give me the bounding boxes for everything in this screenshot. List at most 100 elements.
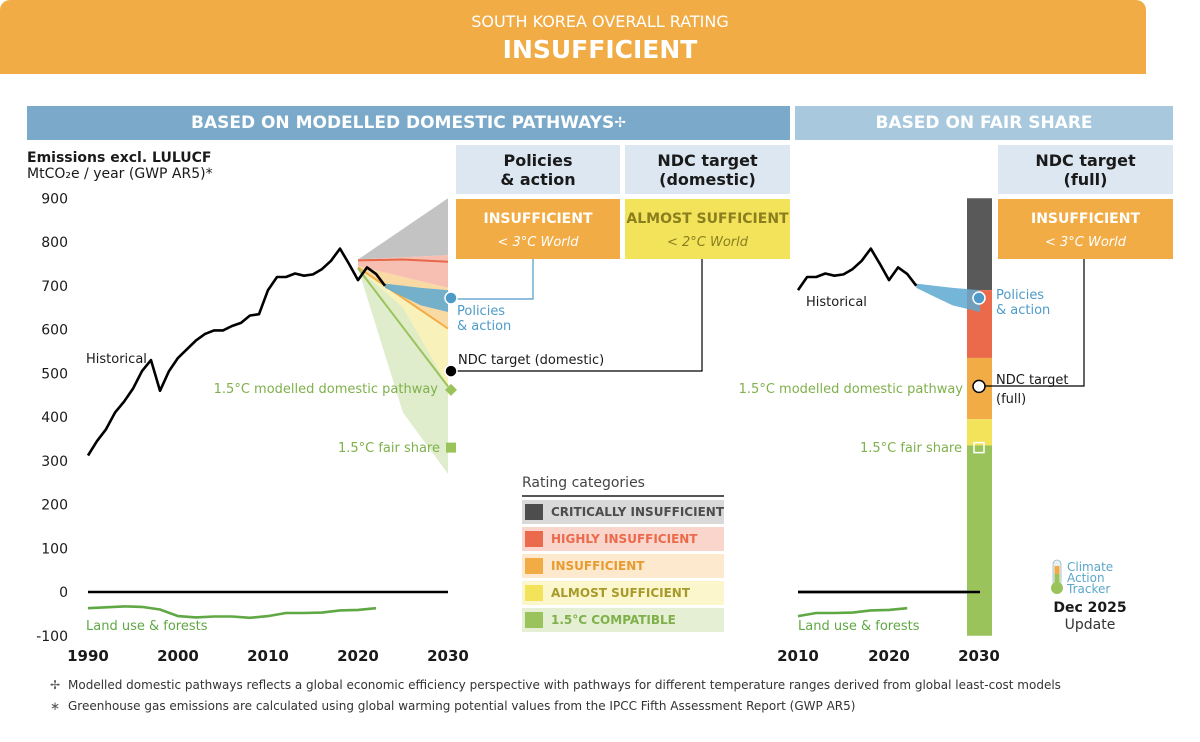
legend-title: Rating categories: [522, 475, 724, 497]
footnote-1-text: Modelled domestic pathways reflects a gl…: [68, 678, 1061, 692]
marker-pathway-15: [445, 383, 457, 396]
y-tick-label: 400: [41, 410, 68, 426]
logo-line3: Tracker: [1067, 582, 1111, 596]
historical-line-left: [86, 247, 387, 457]
y-tick-label: 500: [41, 366, 68, 382]
world-policies: < 3°C World: [497, 235, 579, 250]
rating-box-policies: INSUFFICIENT < 3°C World: [456, 199, 620, 259]
legend-item: HIGHLY INSUFFICIENT: [522, 527, 724, 551]
label-fair-share-left: 1.5°C fair share: [337, 441, 440, 456]
y-tick-label: -100: [36, 629, 68, 645]
boundary-line: [357, 258, 449, 263]
rating-ndc-full: INSUFFICIENT: [1030, 211, 1141, 227]
y-axis-title: Emissions excl. LULUCF: [27, 150, 212, 166]
world-ndc-domestic: < 2°C World: [666, 235, 749, 250]
rating-box-ndc-full: INSUFFICIENT < 3°C World: [998, 199, 1173, 259]
y-tick-label: 100: [41, 541, 68, 557]
leader-policies: [456, 259, 534, 300]
label-ndc-full-2: (full): [996, 392, 1027, 407]
y-tick-label: 600: [41, 323, 68, 339]
rating-ndc-domestic: ALMOST SUFFICIENT: [626, 211, 789, 227]
label-policies-right-2: & action: [996, 303, 1051, 318]
y-axis-title-block: Emissions excl. LULUCF MtCO₂e / year (GW…: [27, 150, 213, 182]
label-policies-left-1: Policies: [457, 304, 506, 319]
legend-swatch: [525, 531, 543, 547]
logo-line1: Climate: [1067, 560, 1114, 574]
banner-rating: INSUFFICIENT: [502, 35, 698, 64]
column-policies: Policies & action: [456, 145, 620, 194]
section-fair-share: BASED ON FAIR SHARE: [795, 106, 1173, 140]
x-tick-label-right: 2010: [777, 647, 819, 665]
legend-item: 1.5°C COMPATIBLE: [522, 608, 724, 632]
boundary-line: [357, 266, 449, 330]
label-ndc-full-1: NDC target: [996, 373, 1069, 388]
legend-swatch: [525, 612, 543, 628]
legend-swatch: [525, 504, 543, 520]
label-historical-left: Historical: [86, 352, 147, 367]
label-policies-right: Policies & action: [996, 288, 1050, 318]
land-use-line-right: [797, 606, 908, 618]
overall-rating-banner: SOUTH KOREA OVERALL RATING INSUFFICIENT: [0, 0, 1146, 74]
marker-ndc-full: [972, 379, 986, 394]
label-policies-left-2: & action: [457, 319, 512, 334]
logo-date: Dec 2025: [1053, 600, 1127, 616]
label-land-use-right: Land use & forests: [798, 619, 920, 634]
logo-line2: Action: [1067, 571, 1105, 585]
label-fair-share-right: 1.5°C fair share: [859, 441, 962, 456]
label-policies-left: Policies & action: [457, 304, 511, 334]
label-ndc-domestic: NDC target (domestic): [458, 353, 605, 368]
marker-policies-action: [444, 291, 458, 305]
legend-label: 1.5°C COMPATIBLE: [551, 613, 676, 627]
column-ndc-full-line2: (full): [1063, 169, 1108, 189]
y-tick-label: 900: [41, 191, 68, 207]
rating-legend: Rating categories CRITICALLY INSUFFICIEN…: [522, 475, 724, 632]
y-tick-label: 700: [41, 279, 68, 295]
legend-swatch: [525, 585, 543, 601]
column-policies-line2: & action: [500, 169, 576, 189]
footnote-2-text: Greenhouse gas emissions are calculated …: [68, 699, 856, 713]
section-modelled-domestic: BASED ON MODELLED DOMESTIC PATHWAYS✢: [27, 106, 790, 140]
legend-swatch: [525, 558, 543, 574]
legend-label: ALMOST SUFFICIENT: [551, 586, 691, 600]
section-modelled-mark: ✢: [614, 115, 627, 131]
fair-share-bar-15-compatible: [967, 445, 992, 636]
footnote-2-symbol: ∗: [50, 699, 61, 713]
historical-line-right: [796, 247, 918, 291]
x-tick-label-right: 2020: [868, 647, 910, 665]
policies-range: [385, 283, 448, 312]
column-ndc-domestic: NDC target (domestic): [625, 145, 790, 194]
column-policies-line1: Policies: [503, 150, 573, 170]
x-tick-label-left: 2010: [247, 647, 289, 665]
fair-share-bar-critically-insufficient: [967, 198, 992, 291]
legend-item: CRITICALLY INSUFFICIENT: [522, 500, 724, 524]
land-use-line-left: [87, 605, 377, 620]
legend-item: ALMOST SUFFICIENT: [522, 581, 724, 605]
thermometer-icon: [1051, 559, 1063, 594]
policies-range: [916, 283, 980, 312]
logo-update: Update: [1064, 617, 1116, 633]
label-policies-right-1: Policies: [996, 288, 1045, 303]
footnote-1: ✢ Modelled domestic pathways reflects a g…: [50, 675, 1061, 696]
label-historical-right: Historical: [806, 295, 867, 310]
x-tick-label-left: 2020: [337, 647, 379, 665]
legend-label: CRITICALLY INSUFFICIENT: [551, 505, 724, 519]
x-tick-label-left: 1990: [67, 647, 109, 665]
label-land-use-left: Land use & forests: [86, 619, 208, 634]
x-tick-label-left: 2030: [427, 647, 469, 665]
label-pathway-right: 1.5°C modelled domestic pathway: [738, 382, 963, 397]
marker-fair-share-15: [446, 442, 456, 453]
marker-fair-share-15: [973, 441, 985, 454]
column-ndc-full-line1: NDC target: [1035, 150, 1136, 170]
leader-ndc-domestic: [456, 259, 703, 372]
fair-share-bar-almost-sufficient: [967, 419, 992, 446]
marker-ndc-domestic: [444, 364, 458, 378]
y-tick-label: 0: [59, 585, 68, 601]
y-tick-label: 800: [41, 235, 68, 251]
rating-box-ndc-domestic: ALMOST SUFFICIENT < 2°C World: [625, 199, 790, 259]
y-tick-label: 300: [41, 454, 68, 470]
footnote-2: ∗ Greenhouse gas emissions are calculated…: [50, 696, 1061, 717]
y-tick-label: 200: [41, 498, 68, 514]
world-ndc-full: < 3°C World: [1044, 235, 1127, 250]
column-ndc-full: NDC target (full): [998, 145, 1173, 194]
boundary-line: [357, 267, 449, 388]
